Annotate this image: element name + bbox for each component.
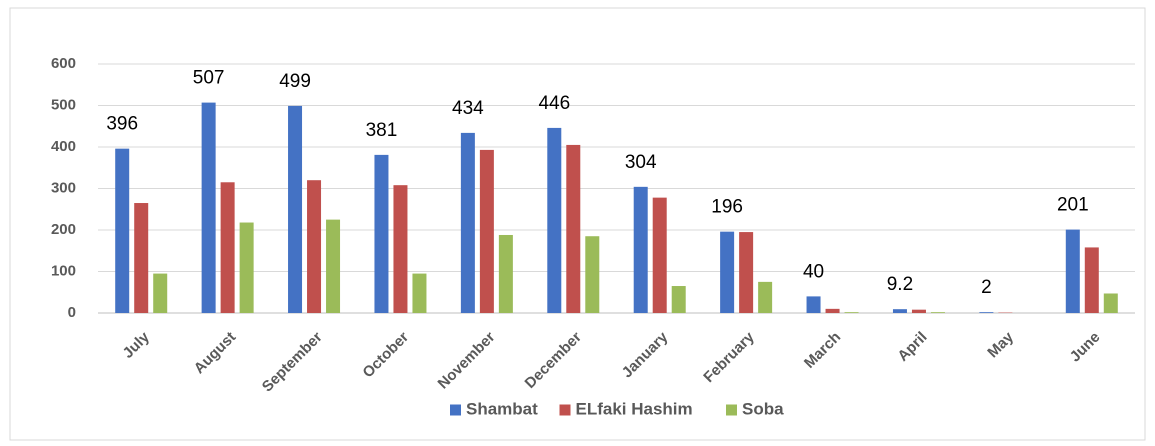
bar bbox=[844, 312, 859, 313]
legend-label: Shambat bbox=[466, 399, 538, 418]
bar bbox=[239, 222, 254, 313]
bar bbox=[479, 149, 494, 313]
legend-swatch bbox=[726, 404, 737, 416]
data-label: 9.2 bbox=[887, 274, 913, 295]
bar bbox=[1065, 229, 1080, 313]
bar bbox=[201, 102, 216, 313]
bar bbox=[566, 144, 581, 313]
legend-swatch bbox=[450, 404, 461, 416]
bar bbox=[153, 273, 168, 313]
bar bbox=[585, 236, 600, 313]
data-label: 396 bbox=[106, 114, 138, 135]
bar bbox=[739, 232, 754, 313]
bar bbox=[652, 197, 667, 313]
bar bbox=[911, 309, 926, 313]
bar bbox=[979, 312, 994, 313]
bar bbox=[1103, 293, 1118, 313]
y-tick-label: 400 bbox=[51, 138, 76, 155]
bar bbox=[412, 273, 427, 313]
bar bbox=[374, 154, 389, 313]
data-label: 499 bbox=[279, 71, 311, 92]
bar bbox=[1084, 247, 1099, 313]
bar bbox=[671, 286, 686, 313]
data-label: 304 bbox=[625, 152, 657, 173]
y-tick-label: 0 bbox=[68, 304, 76, 321]
y-tick-label: 300 bbox=[51, 179, 76, 196]
data-label: 196 bbox=[711, 197, 743, 218]
bar bbox=[806, 296, 821, 313]
bar bbox=[134, 203, 149, 313]
bar bbox=[720, 231, 735, 313]
bar bbox=[460, 132, 475, 313]
data-label: 446 bbox=[538, 93, 570, 114]
data-label: 40 bbox=[803, 261, 824, 282]
data-label: 507 bbox=[193, 68, 225, 89]
data-label: 2 bbox=[981, 277, 992, 298]
bar bbox=[115, 148, 130, 313]
bar bbox=[825, 308, 840, 313]
bar bbox=[220, 182, 235, 313]
y-tick-label: 500 bbox=[51, 96, 76, 113]
bar bbox=[307, 180, 322, 313]
bar bbox=[930, 312, 945, 313]
data-label: 201 bbox=[1057, 195, 1089, 216]
bar bbox=[633, 186, 648, 313]
bar bbox=[547, 127, 562, 313]
legend-label: Soba bbox=[742, 399, 784, 418]
y-tick-label: 200 bbox=[51, 221, 76, 238]
legend-swatch bbox=[559, 404, 571, 416]
bar bbox=[498, 234, 513, 313]
bar bbox=[393, 185, 408, 313]
data-label: 434 bbox=[452, 98, 484, 119]
bar bbox=[758, 281, 773, 313]
data-label: 381 bbox=[366, 120, 398, 141]
y-tick-label: 100 bbox=[51, 262, 76, 279]
legend-label: ELfaki Hashim bbox=[576, 399, 693, 418]
bar bbox=[288, 105, 303, 313]
bar bbox=[326, 219, 341, 313]
y-tick-label: 600 bbox=[51, 55, 76, 72]
bar bbox=[892, 309, 907, 313]
